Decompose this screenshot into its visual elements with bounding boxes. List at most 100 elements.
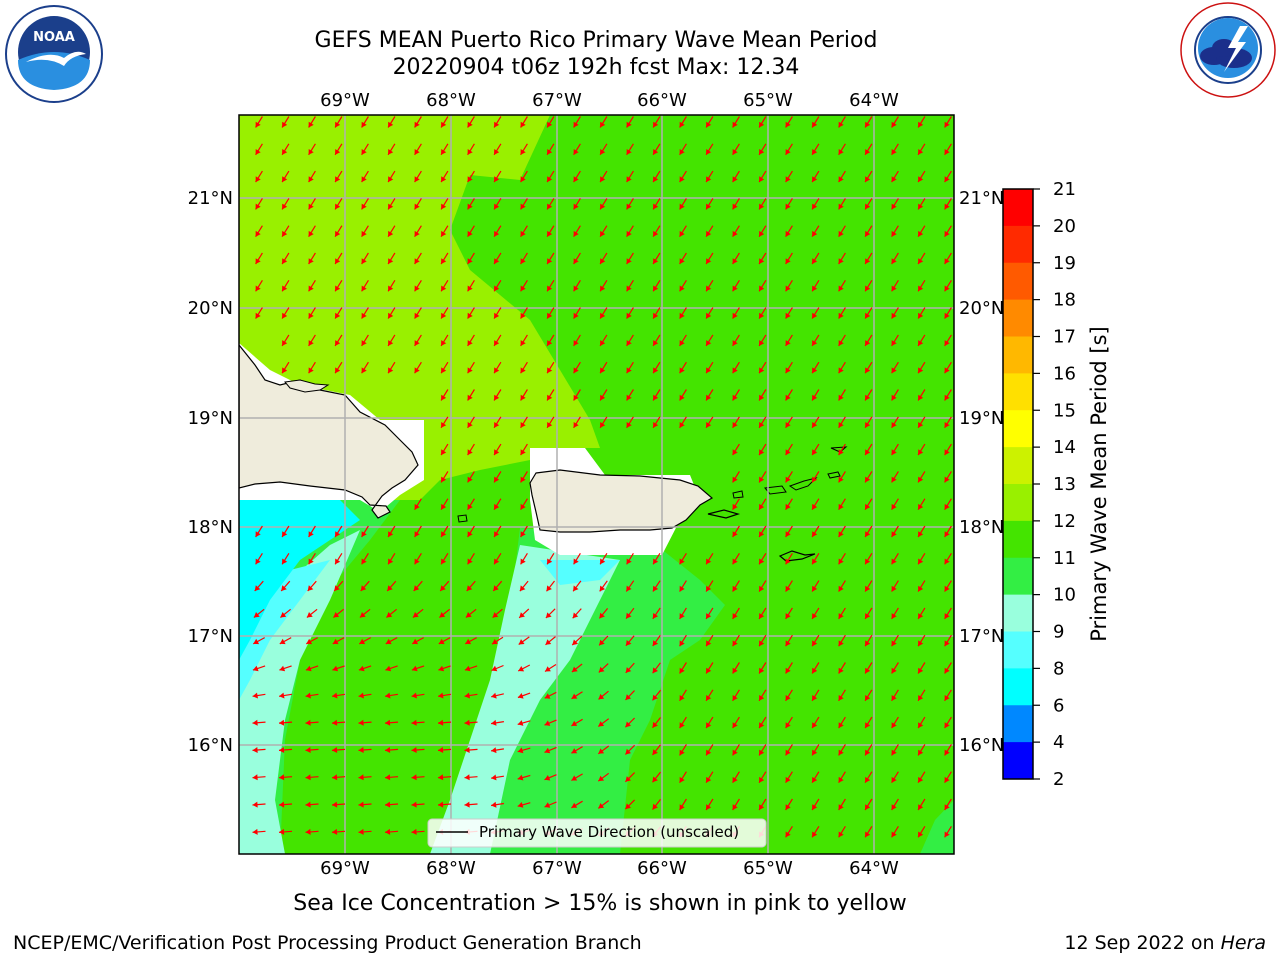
wave-arrow-head bbox=[626, 367, 632, 374]
wave-arrow-head bbox=[944, 422, 950, 428]
wave-arrow-head bbox=[626, 230, 632, 237]
wave-arrow-head bbox=[706, 258, 712, 264]
wave-arrow-head bbox=[865, 613, 871, 619]
wave-arrow-head bbox=[414, 367, 420, 374]
wave-arrow-head bbox=[411, 828, 417, 835]
wave-arrow-head bbox=[652, 721, 658, 728]
wave-arrow-head bbox=[571, 775, 578, 781]
wave-arrow-head bbox=[388, 367, 394, 374]
wave-arrow-head bbox=[518, 639, 525, 645]
wave-arrow-head bbox=[517, 774, 524, 781]
wave-arrow-head bbox=[335, 203, 341, 210]
wave-arrow-head bbox=[838, 503, 844, 510]
wave-arrow-head bbox=[573, 367, 579, 374]
wave-arrow-head bbox=[305, 774, 311, 781]
wave-arrow-head bbox=[812, 558, 818, 565]
lon-label-bottom: 69°W bbox=[320, 858, 370, 879]
wave-arrow-head bbox=[547, 340, 553, 346]
wave-arrow-head bbox=[517, 747, 524, 754]
wave-arrow-head bbox=[625, 803, 631, 810]
wave-arrow-head bbox=[653, 312, 659, 319]
wave-arrow-head bbox=[467, 258, 473, 264]
wave-arrow-head bbox=[494, 203, 500, 210]
wave-arrow-head bbox=[494, 312, 500, 319]
wave-arrow-head bbox=[491, 719, 497, 726]
wave-arrow-head bbox=[282, 367, 288, 374]
wave-arrow-head bbox=[494, 149, 500, 155]
wave-arrow-head bbox=[732, 585, 738, 592]
wave-arrow-head bbox=[388, 203, 394, 210]
wave-arrow-head bbox=[891, 585, 897, 592]
wave-arrow-head bbox=[625, 694, 632, 700]
wave-arrow-head bbox=[625, 776, 631, 782]
wave-arrow-head bbox=[491, 692, 497, 699]
wave-arrow-head bbox=[891, 749, 897, 756]
wave-arrow-head bbox=[254, 585, 261, 591]
wave-arrow-head bbox=[520, 558, 526, 565]
wave-arrow-head bbox=[573, 149, 579, 155]
colorbar-tick-label: 4 bbox=[1053, 732, 1064, 753]
wave-arrow-head bbox=[944, 613, 950, 619]
wave-arrow-head bbox=[414, 312, 420, 319]
wave-arrow-head bbox=[467, 422, 473, 428]
wave-arrow-head bbox=[732, 312, 738, 319]
wave-arrow-head bbox=[706, 230, 712, 237]
wave-arrow-head bbox=[335, 367, 341, 374]
wave-arrow-head bbox=[255, 203, 261, 210]
wave-arrow-head bbox=[652, 640, 659, 646]
wave-arrow-head bbox=[361, 258, 367, 264]
colorbar-tick-label: 21 bbox=[1053, 179, 1076, 200]
wave-arrow-head bbox=[361, 149, 367, 155]
wave-arrow-head bbox=[865, 804, 871, 810]
wave-arrow-head bbox=[308, 558, 314, 565]
wave-arrow-head bbox=[335, 340, 341, 346]
colorbar-segment bbox=[1003, 336, 1033, 374]
wave-arrow-head bbox=[759, 804, 765, 810]
wave-arrow-head bbox=[252, 692, 258, 699]
wave-arrow-head bbox=[679, 258, 685, 264]
wave-arrow-head bbox=[918, 340, 924, 346]
wave-arrow-head bbox=[441, 503, 447, 510]
wave-arrow-head bbox=[544, 720, 551, 726]
wave-arrow-head bbox=[865, 749, 871, 756]
wave-arrow-head bbox=[759, 722, 765, 729]
wave-arrow-head bbox=[520, 230, 526, 237]
wave-arrow-head bbox=[411, 801, 417, 808]
chart-title: GEFS MEAN Puerto Rico Primary Wave Mean … bbox=[314, 28, 878, 53]
sea-ice-caption: Sea Ice Concentration > 15% is shown in … bbox=[293, 891, 907, 916]
wave-arrow-head bbox=[626, 176, 632, 183]
wave-arrow-head bbox=[467, 203, 473, 210]
wave-arrow-head bbox=[544, 802, 551, 808]
wave-arrow-head bbox=[812, 176, 818, 183]
wave-arrow-head bbox=[706, 776, 712, 783]
wave-arrow-head bbox=[891, 367, 897, 374]
wave-arrow-head bbox=[918, 258, 924, 264]
wave-arrow-head bbox=[918, 503, 924, 510]
wave-arrow-head bbox=[653, 230, 659, 237]
wave-arrow-head bbox=[759, 667, 765, 674]
wave-arrow-head bbox=[282, 285, 288, 292]
wave-arrow-head bbox=[679, 121, 685, 128]
wave-arrow-head bbox=[944, 804, 950, 810]
colorbar-segment bbox=[1003, 742, 1033, 780]
wave-arrow-head bbox=[359, 612, 366, 618]
wave-arrow-head bbox=[282, 258, 288, 264]
wave-arrow-head bbox=[918, 230, 924, 237]
wave-arrow-head bbox=[517, 802, 524, 808]
wave-arrow-head bbox=[600, 367, 606, 374]
wave-arrow-head bbox=[918, 613, 924, 619]
wave-arrow-head bbox=[812, 285, 818, 292]
wave-arrow-head bbox=[944, 585, 950, 592]
wave-arrow-head bbox=[944, 230, 950, 237]
wave-arrow-head bbox=[706, 149, 712, 155]
wave-arrow-head bbox=[467, 149, 473, 155]
wave-arrow-head bbox=[308, 230, 314, 237]
wave-arrow-head bbox=[414, 258, 420, 264]
wave-arrow-head bbox=[732, 367, 738, 374]
wave-arrow-head bbox=[891, 640, 897, 647]
wave-arrow-head bbox=[626, 121, 632, 128]
wave-arrow-head bbox=[359, 638, 366, 645]
wave-arrow-head bbox=[438, 692, 444, 699]
wave-arrow-head bbox=[653, 422, 659, 428]
